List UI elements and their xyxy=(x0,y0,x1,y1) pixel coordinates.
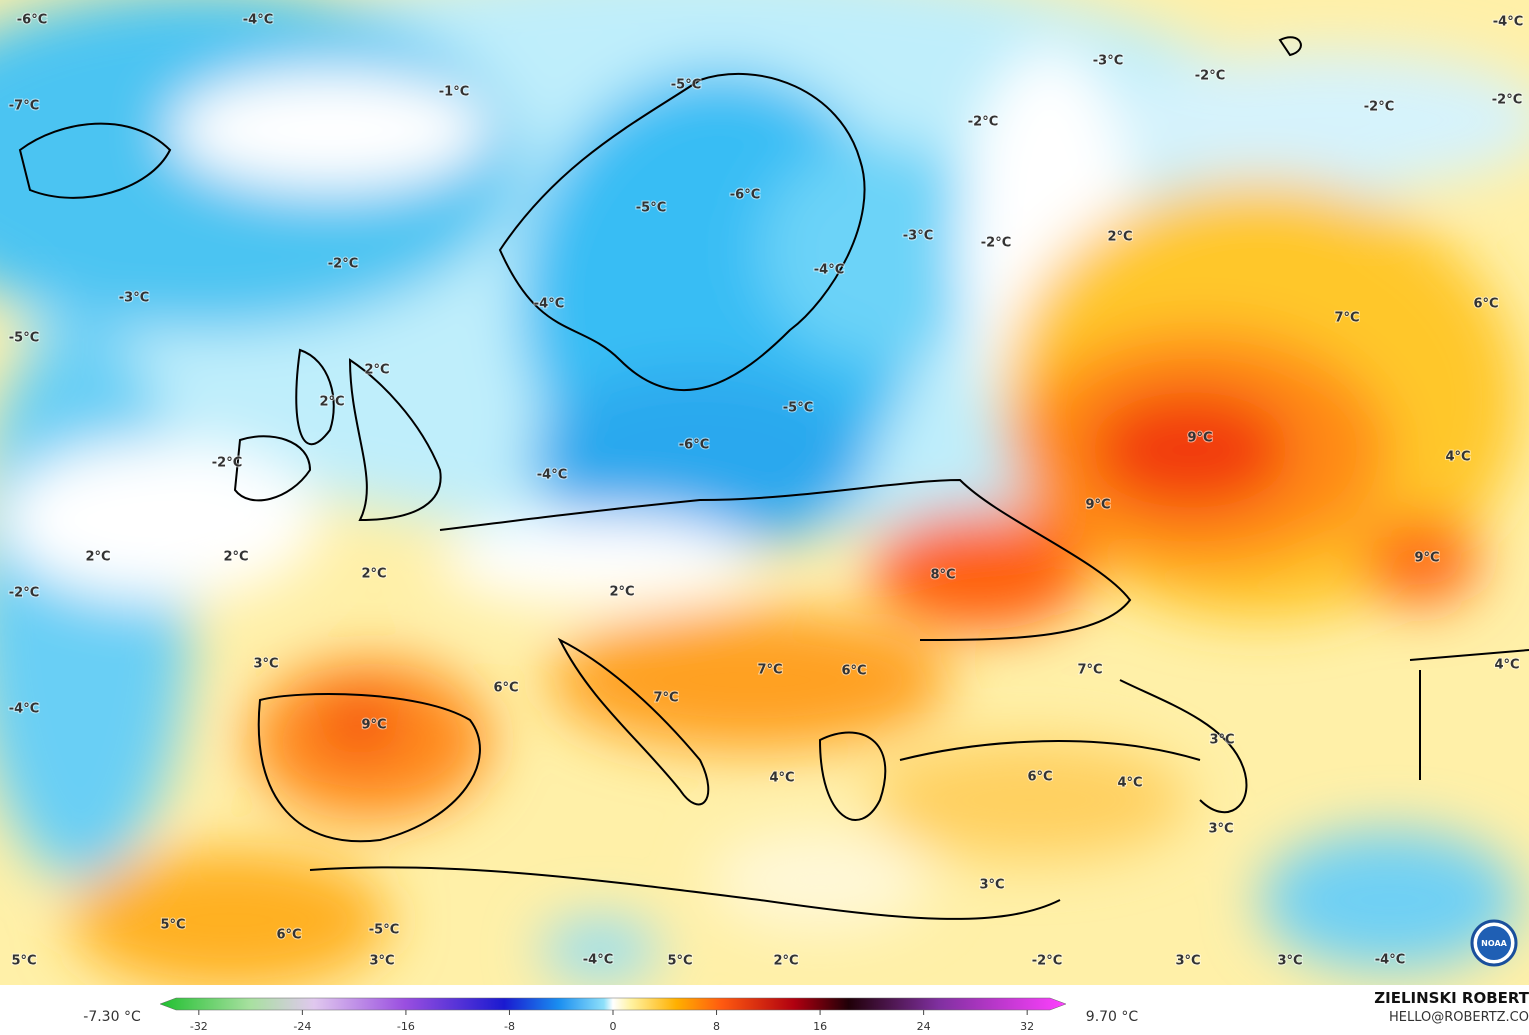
temperature-label: 2°C xyxy=(1107,230,1132,245)
temperature-label: -2°C xyxy=(1195,69,1225,84)
temperature-label: 5°C xyxy=(11,954,36,969)
temperature-label: -5°C xyxy=(369,923,399,938)
temperature-label: 5°C xyxy=(667,954,692,969)
temperature-label: -2°C xyxy=(9,586,39,601)
temperature-label: -4°C xyxy=(534,297,564,312)
temperature-label: 9°C xyxy=(1187,431,1212,446)
temperature-label: 2°C xyxy=(85,550,110,565)
temperature-label: 3°C xyxy=(979,878,1004,893)
coastlines xyxy=(18,36,1529,920)
temperature-label: 7°C xyxy=(757,663,782,678)
colorbar: -7.30 °C 9.70 °C -32 -24 -16 -8 0 8 16 24 32 xyxy=(83,997,1139,1033)
temperature-label: 7°C xyxy=(653,691,678,706)
temperature-label: 2°C xyxy=(319,395,344,410)
temperature-label: 3°C xyxy=(253,657,278,672)
temperature-label: 6°C xyxy=(1027,770,1052,785)
temperature-label: 2°C xyxy=(609,585,634,600)
temperature-label: 6°C xyxy=(841,664,866,679)
temperature-label: -4°C xyxy=(583,953,613,968)
temperature-label: -3°C xyxy=(1093,54,1123,69)
temperature-label: -2°C xyxy=(968,115,998,130)
temperature-label: -7°C xyxy=(9,99,39,114)
temperature-label: 6°C xyxy=(1473,297,1498,312)
temperature-label: 9°C xyxy=(1414,551,1439,566)
colorbar-tick-label: -32 xyxy=(190,1020,208,1033)
temperature-label: -3°C xyxy=(903,229,933,244)
temperature-label: -1°C xyxy=(439,85,469,100)
colorbar-tick-label: -24 xyxy=(293,1020,311,1033)
temperature-label: -5°C xyxy=(783,401,813,416)
temperature-label: -2°C xyxy=(328,257,358,272)
temperature-label: 3°C xyxy=(1208,822,1233,837)
colorbar-tick-label: 16 xyxy=(813,1020,827,1033)
temperature-label: -6°C xyxy=(17,13,47,28)
colorbar-ticks: -32 -24 -16 -8 0 8 16 24 32 xyxy=(190,1010,1034,1033)
temperature-label: -6°C xyxy=(730,188,760,203)
temperature-label: -4°C xyxy=(1375,953,1405,968)
temperature-label: -2°C xyxy=(1364,100,1394,115)
temperature-label: -4°C xyxy=(9,702,39,717)
temperature-label: 8°C xyxy=(930,568,955,583)
colorbar-tick-label: 24 xyxy=(917,1020,931,1033)
temperature-label: -4°C xyxy=(537,468,567,483)
temperature-label: 9°C xyxy=(361,718,386,733)
temperature-label: 3°C xyxy=(369,954,394,969)
colorbar-tick-label: 32 xyxy=(1020,1020,1034,1033)
temperature-label: 4°C xyxy=(1445,450,1470,465)
temperature-label: 2°C xyxy=(773,954,798,969)
temperature-label: -6°C xyxy=(679,438,709,453)
temperature-label: -5°C xyxy=(671,78,701,93)
credit-name: ZIELINSKI ROBERT xyxy=(1374,989,1529,1007)
temperature-label: -2°C xyxy=(212,456,242,471)
temperature-label: 3°C xyxy=(1277,954,1302,969)
temperature-label: 6°C xyxy=(276,928,301,943)
min-label: -7.30 °C xyxy=(83,1009,141,1025)
temperature-label: 6°C xyxy=(493,681,518,696)
colorbar-tick-label: -16 xyxy=(397,1020,415,1033)
temperature-labels: -6°C -4°C -5°C -3°C -2°C -4°C -2°C -2°C -7°C -1°C… xyxy=(8,12,1524,970)
temperature-label: -3°C xyxy=(119,291,149,306)
temperature-label: 7°C xyxy=(1334,311,1359,326)
colorbar-tick-label: 0 xyxy=(610,1020,617,1033)
temperature-label: 5°C xyxy=(160,918,185,933)
colorbar-tick-label: -8 xyxy=(504,1020,515,1033)
temperature-label: -2°C xyxy=(981,236,1011,251)
temperature-label: 3°C xyxy=(1209,733,1234,748)
temperature-label: -5°C xyxy=(9,331,39,346)
temperature-label: 2°C xyxy=(364,363,389,378)
temperature-label: -4°C xyxy=(243,13,273,28)
colorbar-tick-label: 8 xyxy=(713,1020,720,1033)
temperature-label: 4°C xyxy=(769,771,794,786)
temperature-label: -4°C xyxy=(1493,15,1523,30)
temperature-label: -5°C xyxy=(636,201,666,216)
colorbar-gradient xyxy=(159,997,1067,1011)
temperature-label: 4°C xyxy=(1494,658,1519,673)
temperature-label: -2°C xyxy=(1032,954,1062,969)
temperature-label: -2°C xyxy=(1492,93,1522,108)
temperature-label: -4°C xyxy=(814,263,844,278)
max-label: 9.70 °C xyxy=(1086,1009,1139,1025)
temperature-label: 2°C xyxy=(223,550,248,565)
temperature-label: 2°C xyxy=(361,567,386,582)
temperature-label: 9°C xyxy=(1085,498,1110,513)
logo-text: NOAA xyxy=(1481,939,1507,948)
credit-email: HELLO@ROBERTZ.CO xyxy=(1389,1010,1529,1025)
temperature-label: 4°C xyxy=(1117,776,1142,791)
noaa-logo: NOAA xyxy=(1470,919,1518,967)
temperature-label: 3°C xyxy=(1175,954,1200,969)
temperature-field: -6°C -4°C -5°C -3°C -2°C -4°C -2°C -2°C -7°C -1°C… xyxy=(0,0,1529,985)
temperature-label: 7°C xyxy=(1077,663,1102,678)
